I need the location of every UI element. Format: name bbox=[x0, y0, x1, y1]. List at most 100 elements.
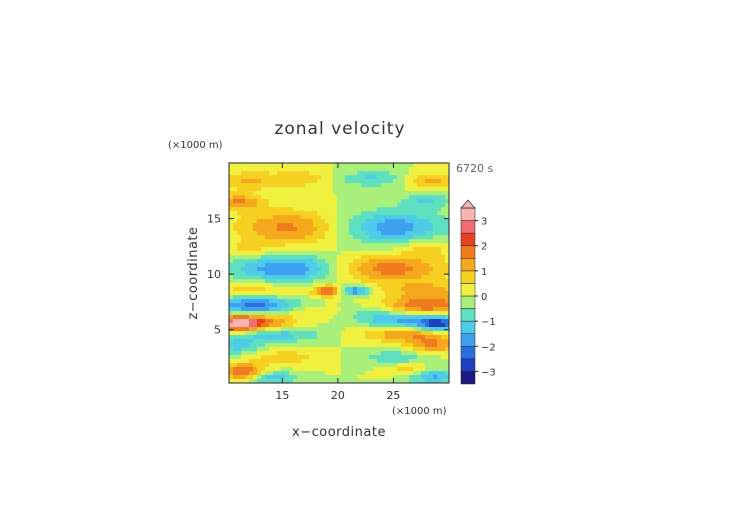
contour-cell bbox=[385, 195, 390, 200]
contour-cell bbox=[321, 375, 326, 380]
contour-cell bbox=[393, 371, 398, 376]
contour-cell bbox=[301, 199, 306, 204]
contour-cell bbox=[389, 375, 394, 380]
contour-cell bbox=[417, 311, 422, 316]
contour-cell bbox=[253, 227, 258, 232]
contour-cell bbox=[433, 311, 438, 316]
contour-cell bbox=[445, 259, 450, 264]
contour-cell bbox=[405, 243, 410, 248]
contour-cell bbox=[381, 235, 386, 240]
contour-cell bbox=[265, 187, 270, 192]
contour-cell bbox=[385, 291, 390, 296]
contour-cell bbox=[381, 331, 386, 336]
contour-cell bbox=[369, 339, 374, 344]
contour-cell bbox=[273, 283, 278, 288]
contour-cell bbox=[237, 267, 242, 272]
contour-cell bbox=[337, 255, 342, 260]
contour-cell bbox=[305, 351, 310, 356]
contour-cell bbox=[437, 227, 442, 232]
contour-cell bbox=[429, 343, 434, 348]
contour-cell bbox=[257, 375, 262, 380]
contour-cell bbox=[417, 279, 422, 284]
contour-cell bbox=[245, 195, 250, 200]
contour-cell bbox=[237, 315, 242, 320]
contour-cell bbox=[357, 175, 362, 180]
contour-cell bbox=[437, 359, 442, 364]
contour-cell bbox=[421, 311, 426, 316]
contour-cell bbox=[369, 323, 374, 328]
contour-cell bbox=[349, 175, 354, 180]
contour-cell bbox=[289, 335, 294, 340]
contour-cell bbox=[333, 355, 338, 360]
contour-cell bbox=[369, 359, 374, 364]
contour-cell bbox=[433, 179, 438, 184]
contour-cell bbox=[389, 255, 394, 260]
contour-cell bbox=[273, 355, 278, 360]
contour-cell bbox=[321, 211, 326, 216]
contour-cell bbox=[377, 267, 382, 272]
contour-cell bbox=[373, 191, 378, 196]
contour-cell bbox=[397, 275, 402, 280]
contour-cell bbox=[277, 231, 282, 236]
contour-cell bbox=[409, 267, 414, 272]
colorbar-tick-label: 2 bbox=[481, 242, 487, 253]
contour-cell bbox=[397, 351, 402, 356]
contour-cell bbox=[341, 375, 346, 380]
contour-cell bbox=[441, 267, 446, 272]
contour-cell bbox=[297, 371, 302, 376]
contour-cell bbox=[229, 171, 234, 176]
contour-cell bbox=[321, 379, 326, 384]
contour-cell bbox=[413, 271, 418, 276]
contour-cell bbox=[309, 171, 314, 176]
contour-cell bbox=[277, 295, 282, 300]
contour-cell bbox=[425, 231, 430, 236]
contour-cell bbox=[373, 359, 378, 364]
contour-cell bbox=[361, 203, 366, 208]
contour-cell bbox=[297, 339, 302, 344]
contour-cell bbox=[309, 323, 314, 328]
contour-cell bbox=[377, 287, 382, 292]
contour-cell bbox=[281, 223, 286, 228]
contour-cell bbox=[337, 367, 342, 372]
contour-cell bbox=[277, 371, 282, 376]
contour-cell bbox=[329, 259, 334, 264]
contour-cell bbox=[249, 311, 254, 316]
contour-cell bbox=[345, 195, 350, 200]
contour-cell bbox=[413, 231, 418, 236]
contour-cell bbox=[365, 251, 370, 256]
contour-cell bbox=[261, 167, 266, 172]
contour-cell bbox=[345, 247, 350, 252]
contour-cell bbox=[349, 207, 354, 212]
contour-cell bbox=[421, 167, 426, 172]
contour-cell bbox=[353, 347, 358, 352]
contour-cell bbox=[289, 271, 294, 276]
contour-cell bbox=[329, 279, 334, 284]
contour-cell bbox=[361, 239, 366, 244]
contour-cell bbox=[293, 287, 298, 292]
contour-cell bbox=[297, 343, 302, 348]
contour-cell bbox=[285, 283, 290, 288]
contour-cell bbox=[377, 171, 382, 176]
colorbar-swatch bbox=[460, 308, 476, 322]
contour-cell bbox=[401, 187, 406, 192]
contour-cell bbox=[433, 267, 438, 272]
contour-cell bbox=[405, 323, 410, 328]
contour-cell bbox=[305, 343, 310, 348]
contour-cell bbox=[241, 215, 246, 220]
contour-cell bbox=[345, 235, 350, 240]
contour-cell bbox=[369, 179, 374, 184]
contour-cell bbox=[401, 171, 406, 176]
contour-cell bbox=[309, 283, 314, 288]
contour-cell bbox=[429, 307, 434, 312]
contour-cell bbox=[269, 235, 274, 240]
contour-cell bbox=[257, 263, 262, 268]
contour-cell bbox=[293, 163, 298, 168]
contour-cell bbox=[405, 183, 410, 188]
contour-cell bbox=[345, 335, 350, 340]
contour-cell bbox=[309, 203, 314, 208]
contour-cell bbox=[281, 339, 286, 344]
contour-cell bbox=[229, 259, 234, 264]
contour-cell bbox=[293, 347, 298, 352]
contour-cell bbox=[321, 243, 326, 248]
